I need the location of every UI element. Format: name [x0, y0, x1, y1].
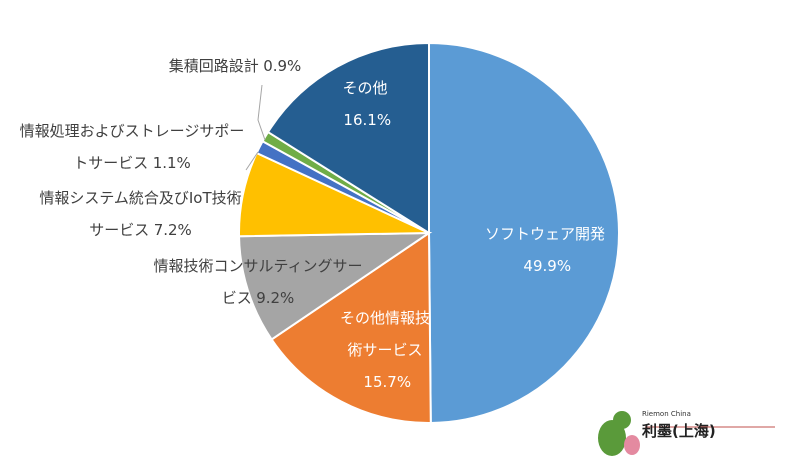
category-label: 集積回路設計 [168, 57, 259, 75]
category-label: 情報システム統合及びIoT技術サービス [39, 189, 242, 239]
pie-slice [266, 41, 430, 235]
slice-label: その他 16.1% [325, 72, 405, 136]
leader-line [257, 84, 266, 141]
category-label: 情報処理およびストレージサポートサービス [19, 122, 245, 172]
slice-label: その他情報技術サービス 15.7% [335, 302, 435, 398]
value-label: 9.2% [256, 289, 295, 307]
category-label: 情報技術コンサルティングサービス [153, 257, 363, 307]
slice-label: 情報システム統合及びIoT技術サービス 7.2% [38, 182, 243, 246]
value-label: 16.1% [343, 111, 392, 129]
slice-label: 情報技術コンサルティングサービス 9.2% [148, 250, 368, 314]
category-label: ソフトウェア開発 [484, 225, 605, 243]
pie-slice [238, 231, 433, 341]
value-label: 1.1% [152, 154, 191, 172]
slice-label: 集積回路設計 0.9% [150, 50, 320, 82]
pie-slice [270, 231, 432, 424]
value-label: 49.9% [523, 257, 572, 275]
leader-line [245, 151, 259, 171]
logo-cn: 利墨(上海) [642, 422, 716, 440]
logo-icon [598, 411, 775, 456]
category-label: その他 [342, 79, 388, 97]
logo: Riemon China 利墨(上海) [590, 410, 790, 465]
value-label: 15.7% [363, 373, 412, 391]
value-label: 7.2% [153, 221, 192, 239]
slice-label: ソフトウェア開発 49.9% [470, 218, 620, 282]
slice-label: 情報処理およびストレージサポートサービス 1.1% [18, 115, 246, 179]
category-label: その他情報技術サービス [339, 309, 430, 359]
pie-slice [428, 41, 621, 425]
logo-en: Riemon China [642, 410, 691, 418]
value-label: 0.9% [263, 57, 302, 75]
